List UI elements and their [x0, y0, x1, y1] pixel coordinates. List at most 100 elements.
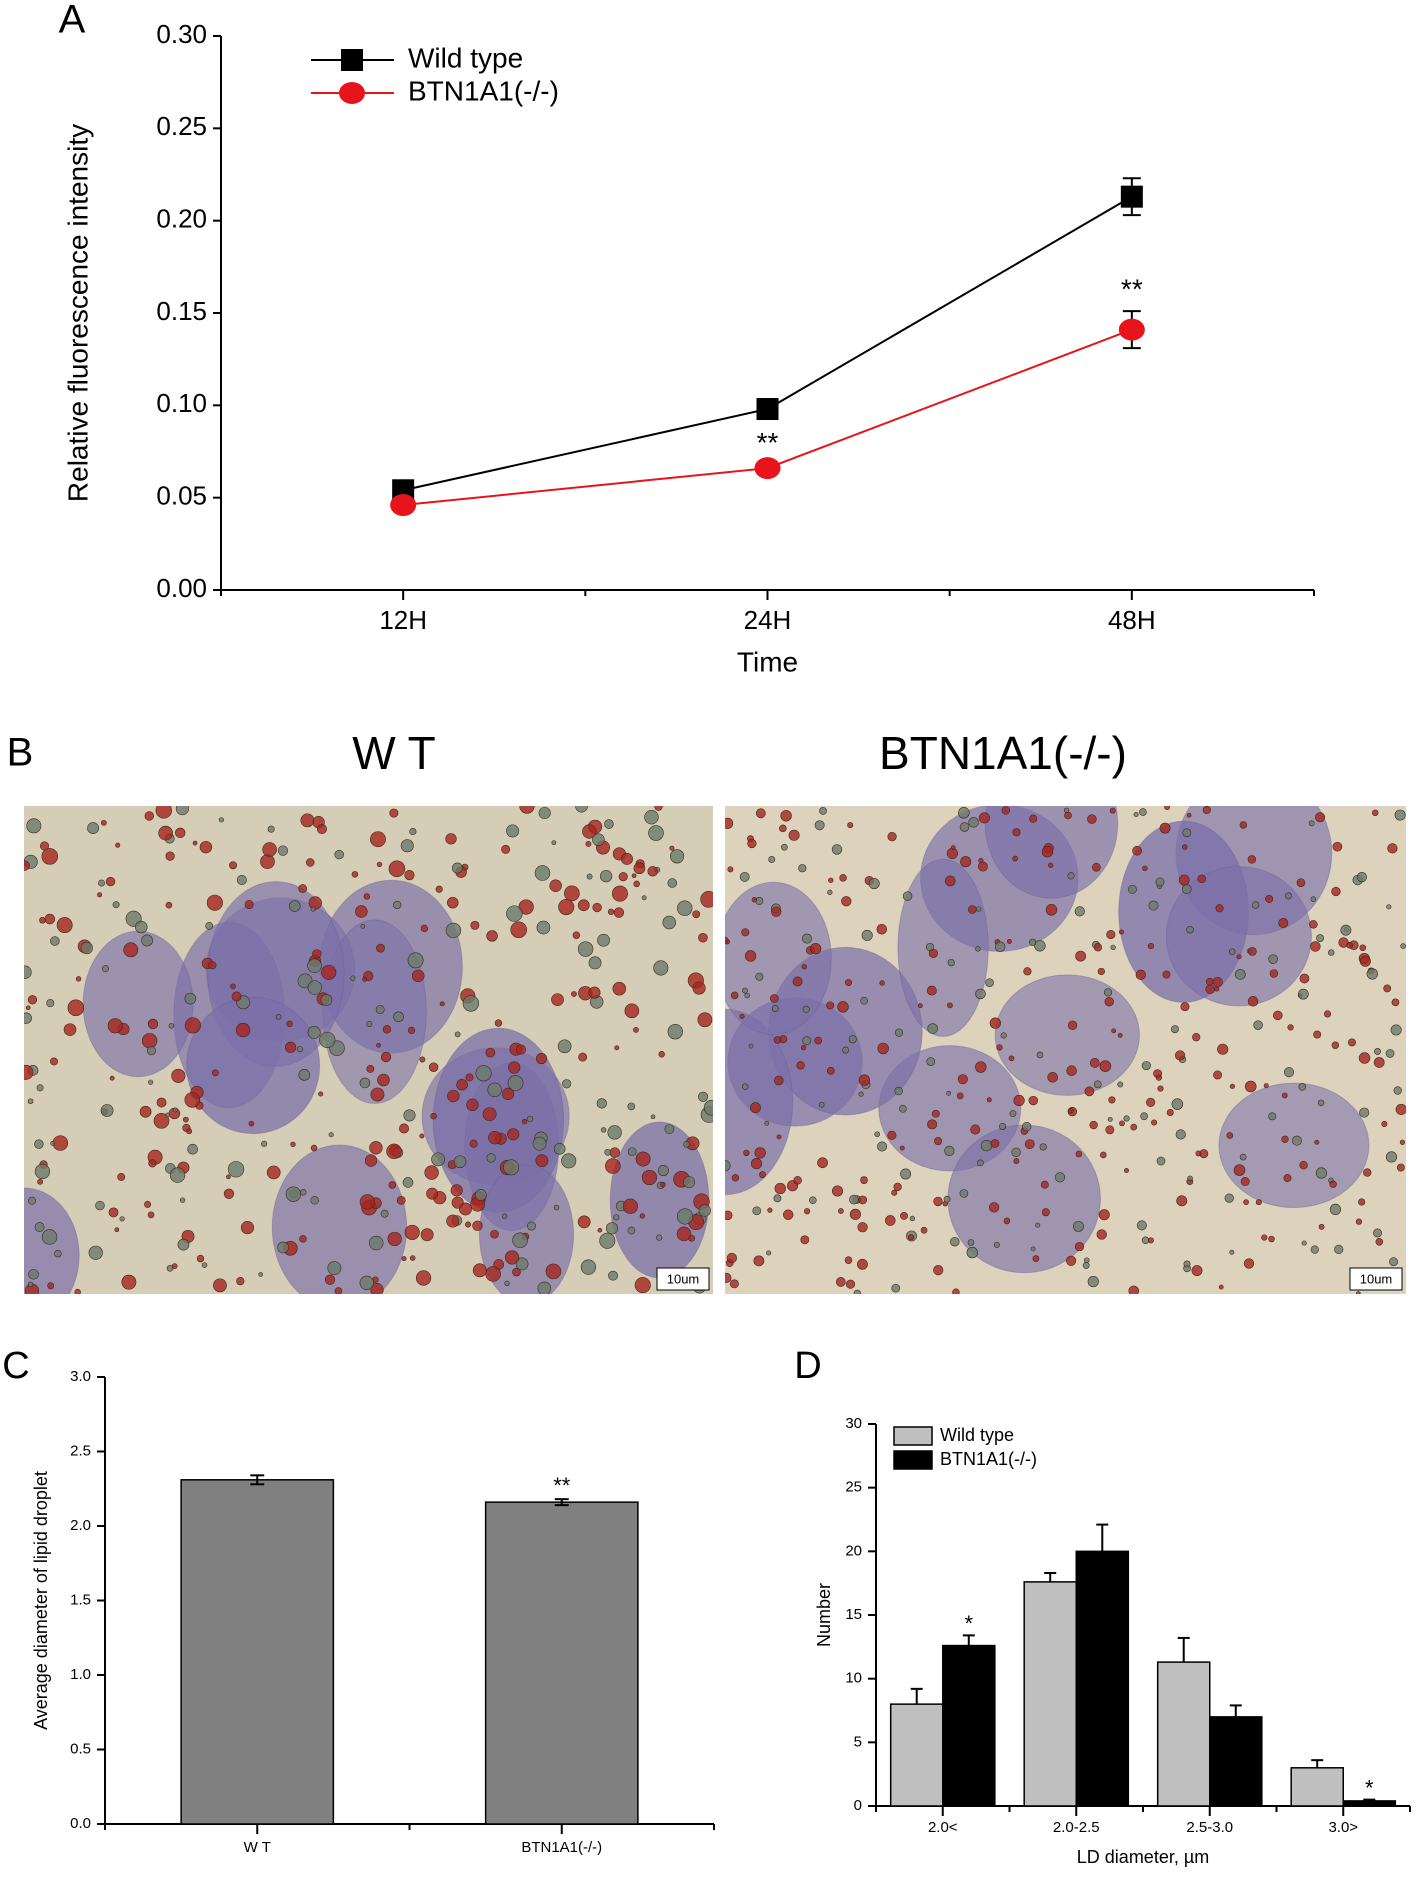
lipid-droplet — [999, 1122, 1007, 1130]
lipid-droplet — [980, 1139, 993, 1152]
lipid-droplet — [1331, 886, 1341, 897]
lipid-droplet — [465, 1073, 474, 1082]
y-axis-label: Number — [814, 1583, 834, 1647]
lipid-droplet — [725, 1272, 732, 1283]
lipid-droplet — [50, 1057, 58, 1066]
lipid-droplet — [624, 1003, 640, 1019]
lipid-droplet — [240, 1221, 255, 1235]
lipid-droplet — [1359, 944, 1367, 952]
lipid-droplet — [660, 1181, 666, 1188]
lipid-droplet — [1107, 1116, 1113, 1122]
lipid-droplet — [501, 844, 511, 854]
bar — [942, 1644, 996, 1807]
lipid-droplet — [1013, 1094, 1025, 1107]
lipid-droplet — [1191, 1265, 1203, 1277]
lipid-droplet — [1174, 1050, 1186, 1061]
error-bar — [910, 1687, 923, 1705]
lipid-droplet — [1390, 1024, 1402, 1036]
lipid-droplet — [1394, 809, 1406, 821]
significance-mark: ** — [1121, 274, 1143, 305]
lipid-droplet — [1278, 917, 1289, 929]
lipid-droplet — [267, 825, 275, 833]
lipid-droplet — [769, 994, 779, 1003]
lipid-droplet — [780, 810, 792, 822]
lipid-droplet — [1331, 1041, 1340, 1049]
lipid-droplet — [793, 1176, 802, 1185]
lipid-droplet — [1054, 1172, 1066, 1183]
lipid-droplet — [752, 1206, 762, 1216]
lipid-droplet — [1068, 1107, 1074, 1114]
lipid-droplet — [399, 1123, 410, 1134]
lipid-droplet — [63, 1023, 77, 1036]
lipid-droplet — [877, 1141, 888, 1152]
lipid-droplet — [535, 1053, 548, 1065]
lipid-droplet — [173, 1107, 178, 1113]
lipid-droplet — [1128, 1285, 1140, 1294]
lipid-droplet — [515, 1044, 526, 1055]
lipid-droplet — [553, 1204, 560, 1211]
lipid-droplet — [420, 1228, 434, 1242]
lipid-droplet — [1359, 1107, 1370, 1118]
lipid-droplet — [1355, 1218, 1363, 1225]
lipid-droplet — [1029, 814, 1038, 823]
lipid-droplet — [860, 1176, 868, 1184]
lipid-droplet — [1268, 1235, 1275, 1243]
y-tick-label: 0.25 — [156, 111, 207, 141]
lipid-droplet — [52, 1135, 69, 1151]
lipid-droplet — [726, 1252, 737, 1264]
lipid-droplet — [1393, 1086, 1402, 1095]
lipid-droplet — [169, 1167, 186, 1183]
error-bar — [1363, 1798, 1376, 1801]
lipid-droplet — [899, 1145, 905, 1151]
lipid-droplet — [1097, 967, 1105, 976]
lipid-droplet — [1157, 1085, 1164, 1092]
lipid-droplet — [1323, 1010, 1332, 1018]
lipid-droplet — [310, 1196, 319, 1205]
bar — [180, 1479, 335, 1825]
lipid-droplet — [454, 1031, 461, 1038]
lipid-droplet — [141, 1033, 158, 1049]
lipid-droplet — [1391, 998, 1400, 1007]
lipid-droplet — [927, 1119, 938, 1130]
lipid-droplet — [1084, 1086, 1095, 1097]
lipid-droplet — [902, 891, 913, 901]
lipid-droplet — [310, 1144, 318, 1152]
lipid-droplet — [376, 1043, 381, 1048]
lipid-droplet — [946, 847, 958, 860]
lipid-droplet — [158, 825, 173, 841]
lipid-droplet — [538, 806, 551, 820]
lipid-droplet — [818, 1101, 825, 1108]
lipid-droplet — [1387, 843, 1398, 854]
lipid-droplet — [450, 1184, 463, 1197]
lipid-droplet — [575, 806, 588, 813]
lipid-droplet — [1132, 845, 1142, 856]
lipid-droplet — [1197, 874, 1206, 884]
lipid-droplet — [798, 864, 807, 873]
x-tick-label: W T — [244, 1839, 271, 1856]
lipid-droplet — [766, 1250, 772, 1256]
lipid-droplet — [1334, 1244, 1344, 1254]
lipid-droplet — [532, 1136, 547, 1151]
lipid-droplet — [400, 839, 414, 853]
lipid-droplet — [572, 931, 581, 939]
lipid-droplet — [1093, 943, 1103, 952]
lipid-droplet — [80, 941, 93, 955]
lipid-droplet — [486, 930, 498, 942]
lipid-droplet — [141, 934, 153, 947]
lipid-droplet — [307, 1025, 321, 1039]
lipid-droplet — [36, 1084, 44, 1092]
lipid-droplet — [633, 862, 646, 875]
lipid-droplet — [1130, 1123, 1138, 1131]
lipid-droplet — [1028, 1095, 1039, 1106]
lipid-droplet — [725, 936, 729, 944]
lipid-droplet — [1083, 1257, 1090, 1263]
lipid-droplet — [676, 1226, 692, 1242]
lipid-droplet — [1268, 1112, 1277, 1121]
lipid-droplet — [986, 1097, 992, 1103]
lipid-droplet — [697, 1012, 713, 1028]
lipid-droplet — [389, 808, 399, 818]
lipid-droplet — [592, 833, 605, 846]
lipid-droplet — [168, 1022, 175, 1029]
lipid-droplet — [135, 920, 148, 934]
lipid-droplet — [156, 1097, 167, 1108]
